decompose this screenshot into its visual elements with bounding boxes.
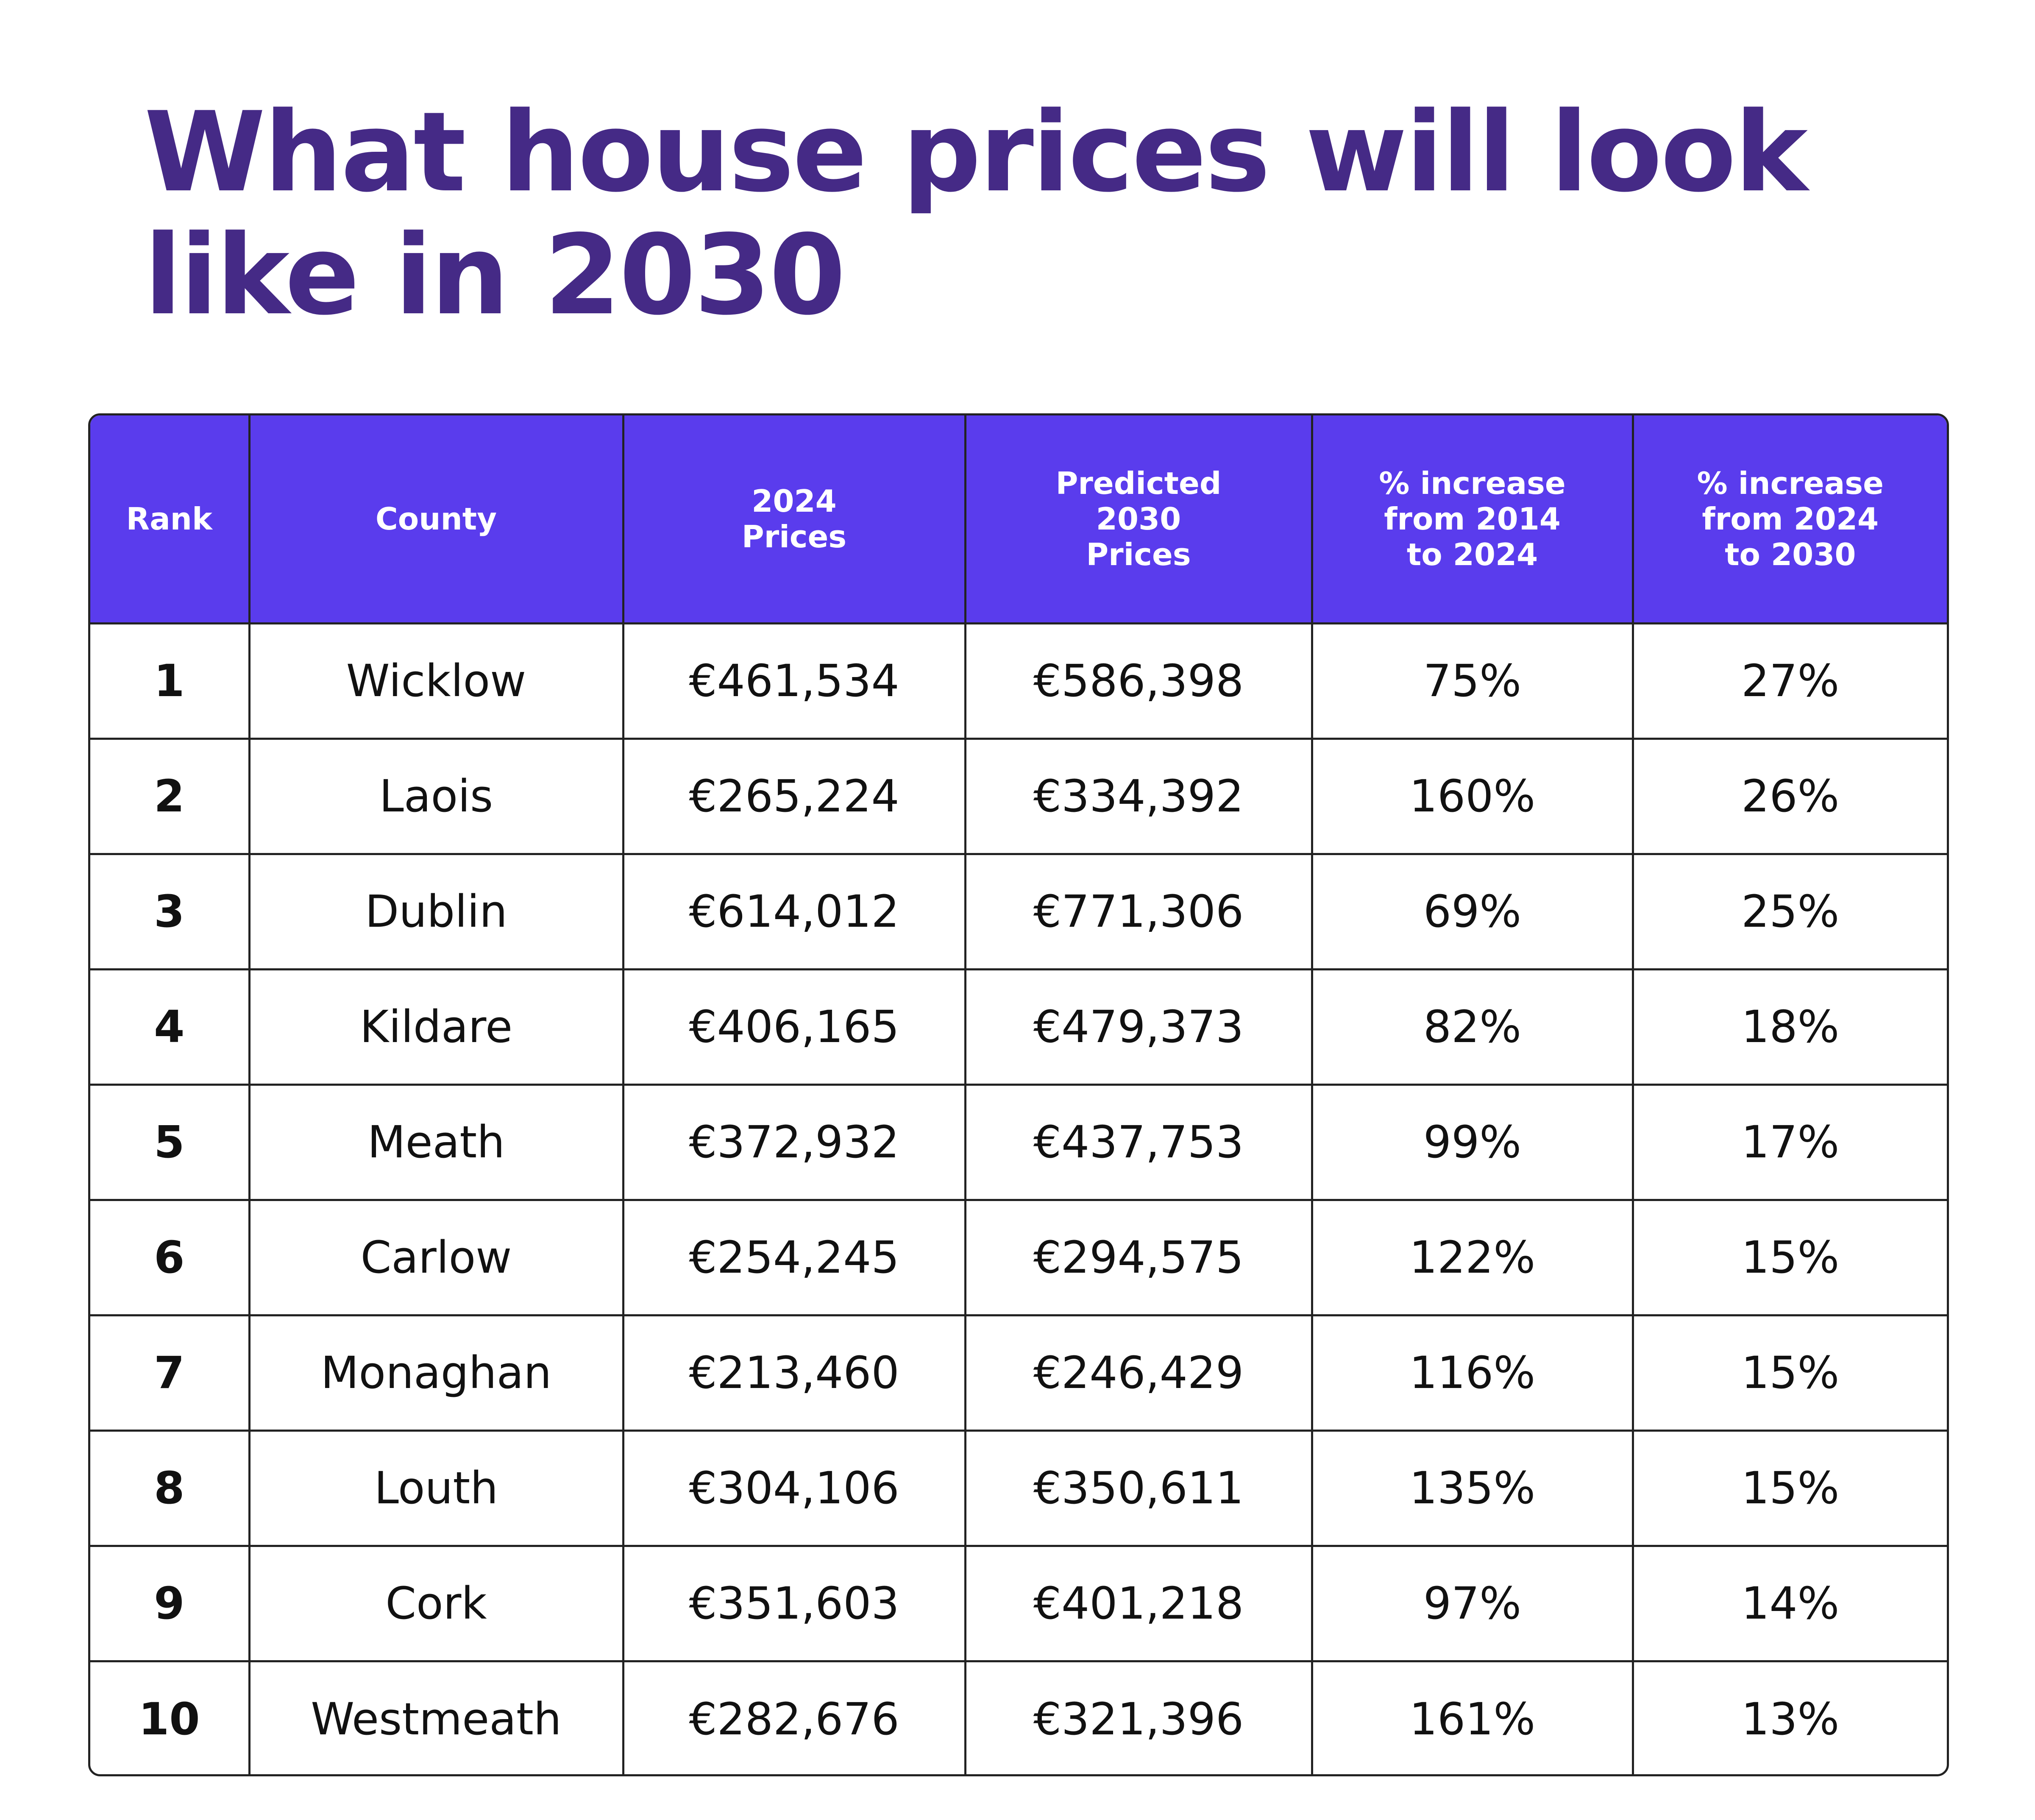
price-2024-cell: €351,603 — [622, 1544, 965, 1661]
table-row: 3 Dublin €614,012 €771,306 69% 25% — [90, 853, 1947, 969]
table-row: 1 Wicklow €461,534 €586,398 75% 27% — [90, 622, 1947, 739]
header-row: Rank County 2024 Prices Predicted 2030 P… — [90, 415, 1947, 623]
table-header: Rank County 2024 Prices Predicted 2030 P… — [90, 415, 1947, 623]
price-2030-cell: €246,429 — [964, 1314, 1312, 1430]
price-table-container: Rank County 2024 Prices Predicted 2030 P… — [88, 413, 1949, 1776]
table-row: 9 Cork €351,603 €401,218 97% 14% — [90, 1544, 1947, 1661]
rank-cell: 5 — [90, 1083, 249, 1200]
table-row: 2 Laois €265,224 €334,392 160% 26% — [90, 737, 1947, 854]
column-header-rank: Rank — [90, 415, 249, 623]
column-header-county: County — [248, 415, 623, 623]
price-2030-cell: €334,392 — [964, 737, 1312, 854]
county-cell: Laois — [248, 737, 623, 854]
rank-cell: 7 — [90, 1314, 249, 1430]
county-cell: Louth — [248, 1429, 623, 1546]
price-2030-cell: €479,373 — [964, 968, 1312, 1084]
increase-2014-2024-cell: 135% — [1311, 1429, 1633, 1546]
increase-2014-2024-cell: 116% — [1311, 1314, 1633, 1430]
rank-cell: 4 — [90, 968, 249, 1084]
increase-2024-2030-cell: 25% — [1631, 853, 1947, 969]
county-cell: Wicklow — [248, 622, 623, 739]
rank-cell: 2 — [90, 737, 249, 854]
increase-2024-2030-cell: 15% — [1631, 1429, 1947, 1546]
increase-2014-2024-cell: 97% — [1311, 1544, 1633, 1661]
rank-cell: 6 — [90, 1198, 249, 1315]
price-2030-cell: €437,753 — [964, 1083, 1312, 1200]
table-row: 7 Monaghan €213,460 €246,429 116% 15% — [90, 1314, 1947, 1430]
increase-2014-2024-cell: 161% — [1311, 1660, 1633, 1774]
rank-cell: 10 — [90, 1660, 249, 1774]
table-row: 5 Meath €372,932 €437,753 99% 17% — [90, 1083, 1947, 1200]
increase-2024-2030-cell: 15% — [1631, 1314, 1947, 1430]
table-row: 6 Carlow €254,245 €294,575 122% 15% — [90, 1198, 1947, 1315]
increase-2014-2024-cell: 75% — [1311, 622, 1633, 739]
price-2030-cell: €586,398 — [964, 622, 1312, 739]
county-cell: Kildare — [248, 968, 623, 1084]
county-cell: Cork — [248, 1544, 623, 1661]
price-table: Rank County 2024 Prices Predicted 2030 P… — [90, 415, 1947, 1774]
table-row: 10 Westmeath €282,676 €321,396 161% 13% — [90, 1660, 1947, 1774]
increase-2014-2024-cell: 122% — [1311, 1198, 1633, 1315]
county-cell: Carlow — [248, 1198, 623, 1315]
county-cell: Westmeath — [248, 1660, 623, 1774]
county-cell: Dublin — [248, 853, 623, 969]
increase-2024-2030-cell: 17% — [1631, 1083, 1947, 1200]
rank-cell: 8 — [90, 1429, 249, 1546]
price-2024-cell: €304,106 — [622, 1429, 965, 1546]
increase-2024-2030-cell: 26% — [1631, 737, 1947, 854]
price-2024-cell: €461,534 — [622, 622, 965, 739]
price-2030-cell: €771,306 — [964, 853, 1312, 969]
price-2024-cell: €254,245 — [622, 1198, 965, 1315]
rank-cell: 9 — [90, 1544, 249, 1661]
price-2024-cell: €265,224 — [622, 737, 965, 854]
county-cell: Meath — [248, 1083, 623, 1200]
increase-2014-2024-cell: 82% — [1311, 968, 1633, 1084]
price-2030-cell: €350,611 — [964, 1429, 1312, 1546]
price-2024-cell: €406,165 — [622, 968, 965, 1084]
column-header-2024-prices: 2024 Prices — [622, 415, 965, 623]
column-header-predicted-2030-prices: Predicted 2030 Prices — [964, 415, 1312, 623]
increase-2024-2030-cell: 18% — [1631, 968, 1947, 1084]
column-header-increase-2014-2024: % increase from 2014 to 2024 — [1311, 415, 1633, 623]
rank-cell: 1 — [90, 622, 249, 739]
price-2030-cell: €321,396 — [964, 1660, 1312, 1774]
increase-2024-2030-cell: 13% — [1631, 1660, 1947, 1774]
price-2024-cell: €213,460 — [622, 1314, 965, 1430]
increase-2024-2030-cell: 14% — [1631, 1544, 1947, 1661]
increase-2014-2024-cell: 160% — [1311, 737, 1633, 854]
increase-2014-2024-cell: 99% — [1311, 1083, 1633, 1200]
increase-2024-2030-cell: 27% — [1631, 622, 1947, 739]
table-row: 8 Louth €304,106 €350,611 135% 15% — [90, 1429, 1947, 1546]
price-2030-cell: €401,218 — [964, 1544, 1312, 1661]
price-2030-cell: €294,575 — [964, 1198, 1312, 1315]
table-row: 4 Kildare €406,165 €479,373 82% 18% — [90, 968, 1947, 1084]
increase-2014-2024-cell: 69% — [1311, 853, 1633, 969]
table-body: 1 Wicklow €461,534 €586,398 75% 27% 2 Laois €265… — [90, 622, 1947, 1774]
page-title: What house prices will look like in 2030 — [144, 89, 1808, 340]
price-2024-cell: €372,932 — [622, 1083, 965, 1200]
rank-cell: 3 — [90, 853, 249, 969]
increase-2024-2030-cell: 15% — [1631, 1198, 1947, 1315]
column-header-increase-2024-2030: % increase from 2024 to 2030 — [1631, 415, 1947, 623]
price-2024-cell: €282,676 — [622, 1660, 965, 1774]
county-cell: Monaghan — [248, 1314, 623, 1430]
price-2024-cell: €614,012 — [622, 853, 965, 969]
